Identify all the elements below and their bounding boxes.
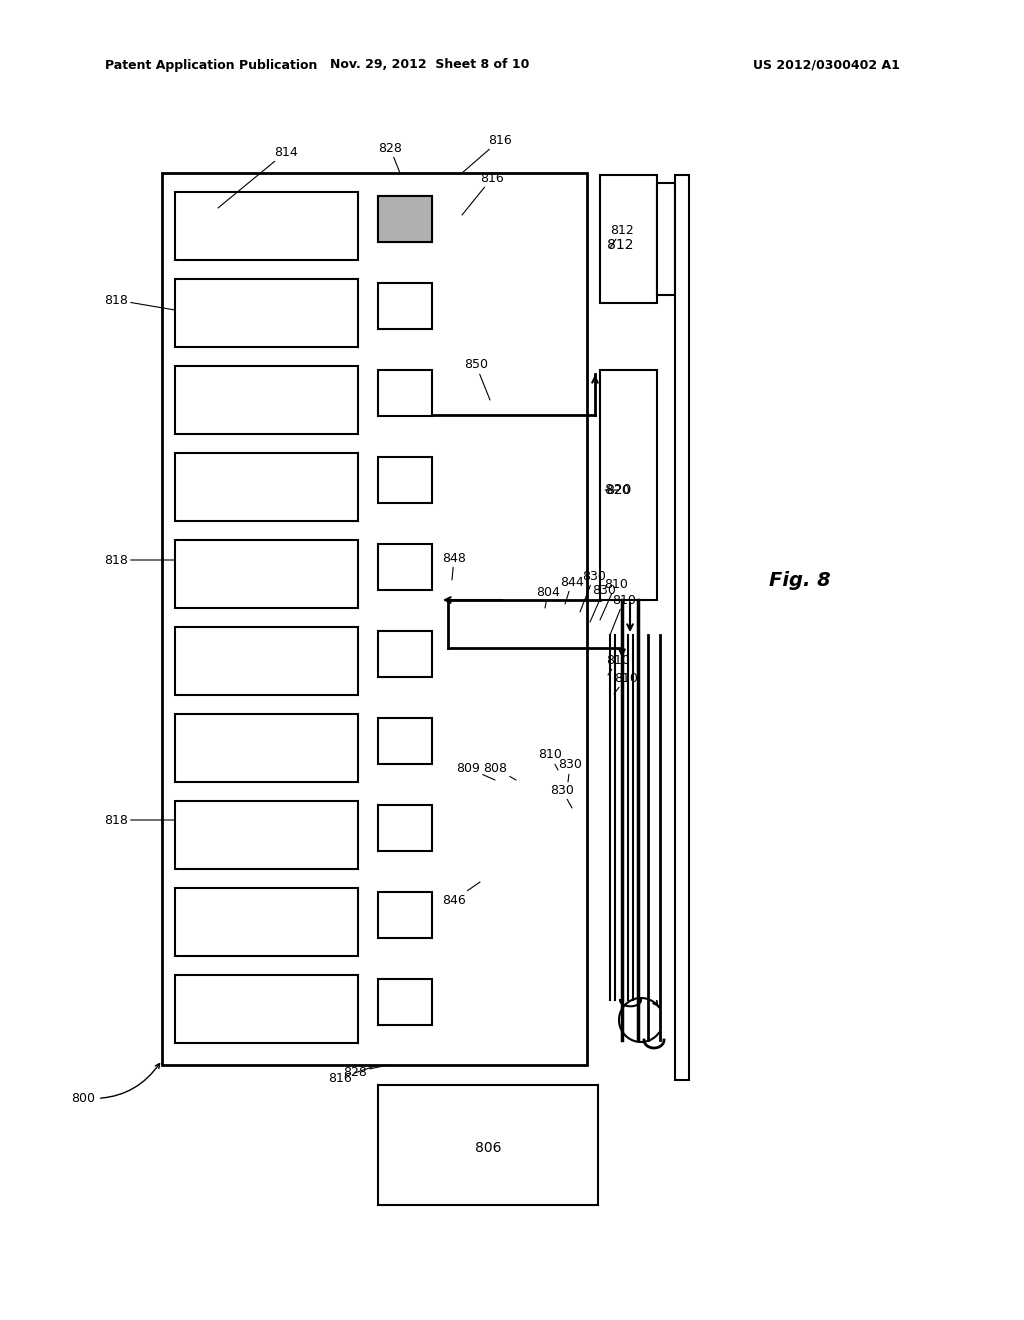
Bar xyxy=(175,453,358,521)
Bar xyxy=(378,892,432,939)
Bar xyxy=(175,801,358,869)
Text: 830: 830 xyxy=(590,583,616,622)
Bar xyxy=(378,195,432,242)
Bar xyxy=(378,805,432,851)
Text: 830: 830 xyxy=(550,784,573,808)
Bar xyxy=(378,979,432,1026)
Bar xyxy=(175,191,358,260)
Bar xyxy=(657,183,675,294)
Text: 848: 848 xyxy=(442,552,466,579)
Bar xyxy=(600,370,657,601)
Bar xyxy=(175,975,358,1043)
Text: 810: 810 xyxy=(610,594,636,635)
Bar xyxy=(600,176,657,304)
Bar xyxy=(175,279,358,347)
Text: 818: 818 xyxy=(104,553,175,566)
Text: 830: 830 xyxy=(558,759,582,781)
Text: 810: 810 xyxy=(538,748,562,770)
Bar xyxy=(175,627,358,696)
Text: Patent Application Publication: Patent Application Publication xyxy=(105,58,317,71)
Bar xyxy=(378,370,432,416)
Text: 820: 820 xyxy=(605,483,631,498)
Text: 809: 809 xyxy=(456,762,495,780)
Text: 814: 814 xyxy=(218,145,298,209)
Text: 812: 812 xyxy=(610,223,634,248)
Bar xyxy=(378,195,432,242)
Text: US 2012/0300402 A1: US 2012/0300402 A1 xyxy=(753,58,900,71)
Text: 818: 818 xyxy=(104,813,175,826)
Text: 818: 818 xyxy=(104,293,175,310)
Text: 812: 812 xyxy=(607,238,633,252)
Text: 810: 810 xyxy=(600,578,628,620)
Bar xyxy=(378,631,432,677)
Bar xyxy=(175,888,358,956)
Bar xyxy=(378,457,432,503)
Text: Fig. 8: Fig. 8 xyxy=(769,570,830,590)
Text: 800: 800 xyxy=(71,1064,160,1105)
Bar xyxy=(378,718,432,764)
Text: 828: 828 xyxy=(378,141,402,173)
Bar xyxy=(378,544,432,590)
Text: 850: 850 xyxy=(464,359,490,400)
Text: 846: 846 xyxy=(442,882,480,907)
Text: 816: 816 xyxy=(328,1065,378,1085)
Bar xyxy=(675,176,689,1080)
Bar xyxy=(175,540,358,609)
Text: 828: 828 xyxy=(343,1065,388,1078)
Text: 804: 804 xyxy=(536,586,560,609)
Bar xyxy=(378,282,432,329)
Text: 808: 808 xyxy=(483,762,516,780)
Text: 816: 816 xyxy=(462,172,504,215)
Bar xyxy=(378,1085,598,1205)
Text: Nov. 29, 2012  Sheet 8 of 10: Nov. 29, 2012 Sheet 8 of 10 xyxy=(331,58,529,71)
Text: 810: 810 xyxy=(606,653,630,675)
Text: 820: 820 xyxy=(605,483,630,496)
Text: 810: 810 xyxy=(614,672,638,694)
Text: 806: 806 xyxy=(475,1140,502,1155)
Text: 830: 830 xyxy=(580,569,606,612)
Bar xyxy=(162,173,587,1065)
Bar xyxy=(175,714,358,781)
Bar xyxy=(175,366,358,434)
Text: 816: 816 xyxy=(462,133,512,173)
Text: 844: 844 xyxy=(560,576,584,605)
